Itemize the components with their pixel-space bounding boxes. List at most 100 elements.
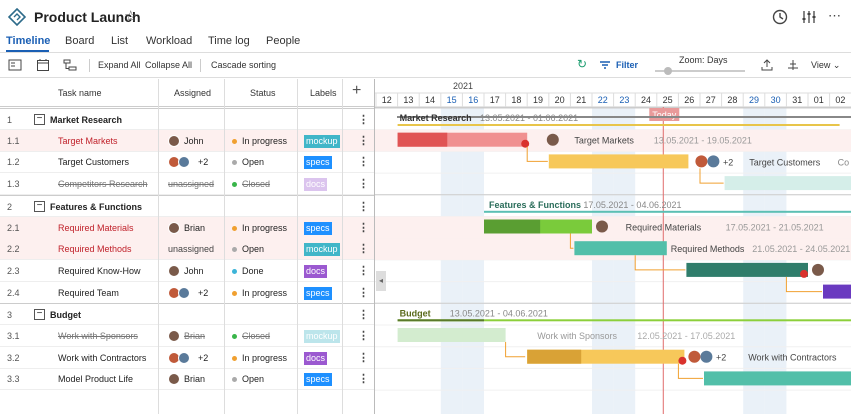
assignee-more[interactable]: +2 <box>198 157 209 168</box>
task-name[interactable]: Required Know-How <box>58 265 141 276</box>
task-bar[interactable] <box>574 241 667 256</box>
label-chip[interactable]: docs <box>304 264 328 278</box>
tab-board[interactable]: Board <box>65 35 95 47</box>
task-bar-closed[interactable] <box>397 328 506 342</box>
status-text[interactable]: Closed <box>242 331 271 341</box>
export-icon[interactable] <box>760 58 774 72</box>
group-name[interactable]: Features & Functions <box>50 201 143 212</box>
hierarchy-icon[interactable] <box>63 58 77 72</box>
label-chip[interactable]: mockup <box>304 134 340 148</box>
column-assigned[interactable]: Assigned <box>174 88 212 98</box>
task-name[interactable]: Target Markets <box>58 135 118 146</box>
row-menu-icon[interactable]: ⋮ <box>358 114 369 126</box>
task-row[interactable]: 1.2 Target Customers +2 Open specs ⋮ <box>0 151 375 174</box>
row-menu-icon[interactable]: ⋮ <box>358 351 369 364</box>
tab-timeline[interactable]: Timeline <box>6 35 51 47</box>
zoom-slider-handle[interactable] <box>664 67 672 75</box>
assignee-name[interactable]: Brian <box>184 374 206 385</box>
row-menu-icon[interactable]: ⋮ <box>358 221 369 234</box>
group-bar-market-research[interactable] <box>397 124 840 126</box>
group-row[interactable]: 2 − Features & Functions ⋮ <box>0 194 375 217</box>
tab-workload[interactable]: Workload <box>146 35 193 47</box>
task-row[interactable]: 3.3 Model Product Life Brian Open specs ⋮ <box>0 368 375 391</box>
task-name[interactable]: Target Customers <box>58 157 130 168</box>
status-text[interactable]: Done <box>242 265 264 276</box>
baseline-icon[interactable] <box>786 58 800 72</box>
task-row[interactable]: 2.3 Required Know-How John Done docs ⋮ <box>0 260 375 282</box>
task-name[interactable]: Required Team <box>58 287 119 298</box>
task-name[interactable]: Required Methods <box>58 244 132 255</box>
task-name[interactable]: Work with Contractors <box>58 352 147 363</box>
task-name[interactable]: Model Product Life <box>58 374 134 385</box>
more-icon[interactable]: ⋯ <box>828 8 841 23</box>
status-text[interactable]: Open <box>242 157 265 168</box>
label-chip[interactable]: specs <box>304 286 332 300</box>
row-menu-icon[interactable]: ⋮ <box>358 134 369 147</box>
row-menu-icon[interactable]: ⋮ <box>358 330 369 342</box>
filter-icon[interactable] <box>598 58 612 72</box>
history-icon[interactable] <box>771 8 789 26</box>
status-text[interactable]: In progress <box>242 287 288 298</box>
label-chip[interactable]: specs <box>304 156 332 170</box>
tab-time-log[interactable]: Time log <box>208 35 250 47</box>
row-menu-icon[interactable]: ⋮ <box>358 156 369 169</box>
status-text[interactable]: In progress <box>242 352 288 363</box>
group-name[interactable]: Budget <box>50 310 81 321</box>
status-text[interactable]: In progress <box>242 222 288 233</box>
grid-toggle-icon[interactable] <box>8 58 22 72</box>
tab-list[interactable]: List <box>111 35 129 47</box>
refresh-icon[interactable]: ↻ <box>577 57 588 71</box>
group-row[interactable]: 1 − Market Research ⋮ <box>0 108 375 130</box>
status-text[interactable]: Closed <box>242 179 271 190</box>
row-menu-icon[interactable]: ⋮ <box>358 200 369 213</box>
calendar-icon[interactable] <box>36 58 50 72</box>
group-name[interactable]: Market Research <box>50 115 123 125</box>
status-text[interactable]: Open <box>242 244 265 255</box>
assignee-name[interactable]: John <box>184 135 204 146</box>
expand-all-button[interactable]: Expand All <box>98 60 141 70</box>
assignee-name[interactable]: Brian <box>184 222 206 233</box>
group-row[interactable]: 3 − Budget ⋮ <box>0 303 375 326</box>
tab-people[interactable]: People <box>266 35 301 47</box>
row-menu-icon[interactable]: ⋮ <box>358 178 369 191</box>
label-chip[interactable]: docs <box>304 351 328 365</box>
assignee-more[interactable]: +2 <box>198 287 209 298</box>
settings-sliders-icon[interactable] <box>800 8 818 26</box>
group-bar-features[interactable] <box>484 210 851 213</box>
zoom-slider[interactable] <box>655 70 745 72</box>
task-name[interactable]: Required Materials <box>58 222 134 233</box>
row-menu-icon[interactable]: ⋮ <box>358 264 369 277</box>
task-bar[interactable] <box>823 284 851 299</box>
column-labels[interactable]: Labels <box>310 88 337 98</box>
task-row[interactable]: 3.2 Work with Contractors +2 In progress doc… <box>0 347 375 369</box>
cascade-sorting-button[interactable]: Cascade sorting <box>211 60 277 70</box>
label-chip[interactable]: mockup <box>304 330 340 343</box>
task-name[interactable]: Work with Sponsors <box>58 331 138 341</box>
label-chip[interactable]: mockup <box>304 243 340 257</box>
status-text[interactable]: Open <box>242 374 265 385</box>
label-chip[interactable]: docs <box>304 178 328 192</box>
task-name[interactable]: Competitors Research <box>58 179 148 190</box>
label-chip[interactable]: specs <box>304 373 332 387</box>
row-menu-icon[interactable]: ⋮ <box>358 243 369 256</box>
assignee-name[interactable]: unassigned <box>168 179 215 190</box>
task-row[interactable]: 1.1 Target Markets John In progress mockup ⋮ <box>0 129 375 152</box>
task-bar[interactable] <box>686 262 808 277</box>
collapse-group-icon[interactable]: − <box>34 114 45 125</box>
task-row[interactable]: 3.1 Work with Sponsors Brian Closed mockup ⋮ <box>0 325 375 347</box>
label-chip[interactable]: specs <box>304 221 332 235</box>
assignee-name[interactable]: Brian <box>184 331 206 341</box>
app-logo-icon[interactable] <box>8 8 26 26</box>
task-row[interactable]: 2.4 Required Team +2 In progress specs ⋮ <box>0 282 375 304</box>
collapse-grid-handle[interactable]: ◂ <box>376 271 386 291</box>
grid-chart-divider[interactable] <box>374 79 375 414</box>
task-bar[interactable] <box>704 371 851 386</box>
row-menu-icon[interactable]: ⋮ <box>358 286 369 299</box>
assignee-name[interactable]: unassigned <box>168 244 215 255</box>
view-dropdown[interactable]: View ⌄ <box>811 60 840 71</box>
task-row[interactable]: 2.1 Required Materials Brian In progress spe… <box>0 216 375 239</box>
task-bar-closed[interactable] <box>724 176 851 191</box>
task-row[interactable]: 1.3 Competitors Research unassigned Closed d… <box>0 173 375 196</box>
filter-button[interactable]: Filter <box>616 60 639 70</box>
row-menu-icon[interactable]: ⋮ <box>358 373 369 386</box>
